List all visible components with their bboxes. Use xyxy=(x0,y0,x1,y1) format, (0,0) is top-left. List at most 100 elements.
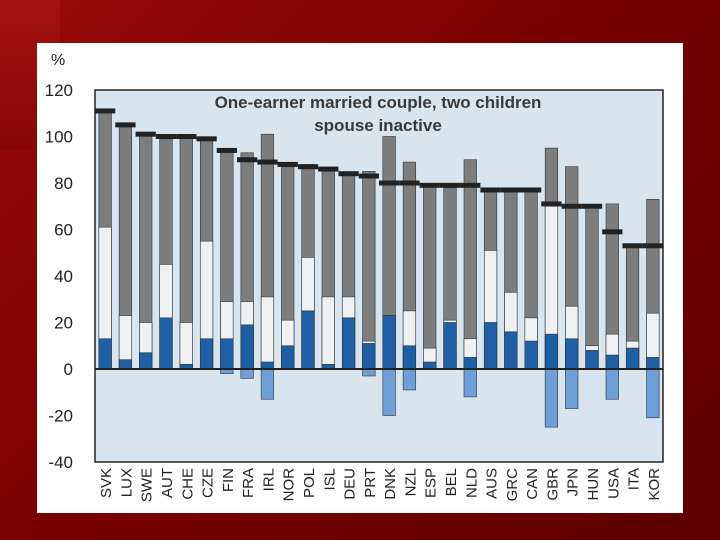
marker-ita xyxy=(622,243,643,249)
x-tick-label-aut: AUT xyxy=(159,468,176,498)
marker-prt xyxy=(358,173,379,179)
marker-cze xyxy=(196,136,217,142)
marker-nld xyxy=(460,182,481,188)
bar-blue-esp xyxy=(423,361,437,370)
y-tick-label: -40 xyxy=(48,453,73,472)
bar-below-nzl xyxy=(402,368,417,391)
marker-usa xyxy=(602,229,623,235)
bar-below-prt xyxy=(362,368,376,377)
bar-blue-deu xyxy=(341,317,356,370)
marker-che xyxy=(176,134,197,139)
bar-blue-cze xyxy=(199,338,214,370)
y-tick-label: 20 xyxy=(54,314,73,333)
bar-blue-nor xyxy=(281,345,295,370)
chart-title-line-1: One-earner married couple, two children xyxy=(215,93,542,112)
bar-blue-fin xyxy=(220,338,234,370)
marker-fra xyxy=(237,157,258,163)
bar-blue-jpn xyxy=(565,338,579,370)
bar-blue-usa xyxy=(605,354,619,370)
bar-blue-fra xyxy=(240,324,254,370)
bar-blue-gbr xyxy=(544,333,559,370)
bar-blue-prt xyxy=(362,343,376,370)
marker-svk xyxy=(95,108,116,114)
y-tick-label: 0 xyxy=(64,360,73,379)
y-tick-labels: 120 100 80 60 40 20 0 -20 -40 xyxy=(45,81,73,472)
bar-below-nld xyxy=(463,368,477,398)
marker-nzl xyxy=(399,180,420,186)
bar-blue-grc xyxy=(504,331,518,370)
x-tick-label-dnk: DNK xyxy=(382,468,399,500)
marker-hun xyxy=(581,203,603,209)
bar-below-gbr xyxy=(544,368,559,428)
x-tick-label-bel: BEL xyxy=(443,468,460,496)
marker-isl xyxy=(318,166,339,172)
x-tick-label-gbr: GBR xyxy=(544,468,561,501)
bar-dark-esp xyxy=(423,185,437,370)
bar-below-jpn xyxy=(565,368,579,409)
bar-blue-irl xyxy=(260,361,275,370)
bar-blue-dnk xyxy=(382,315,396,370)
marker-deu xyxy=(338,171,359,177)
y-tick-label: -20 xyxy=(48,407,73,426)
x-tick-label-che: CHE xyxy=(179,468,196,500)
x-tick-label-kor: KOR xyxy=(646,468,663,501)
bar-below-irl xyxy=(260,368,275,400)
bar-blue-hun xyxy=(585,350,599,370)
marker-dnk xyxy=(379,180,400,186)
bar-dark-nld xyxy=(463,159,477,370)
x-tick-label-usa: USA xyxy=(605,468,622,499)
bar-blue-aut xyxy=(159,317,173,370)
y-tick-label: 100 xyxy=(45,128,73,147)
marker-kor xyxy=(642,243,663,249)
y-tick-label: 80 xyxy=(54,174,73,193)
bar-blue-nld xyxy=(463,357,477,370)
bar-dark-hun xyxy=(585,205,599,370)
bar-light-isl xyxy=(321,296,335,370)
marker-irl xyxy=(257,159,278,165)
x-tick-label-lux: LUX xyxy=(118,468,135,497)
x-tick-label-fin: FIN xyxy=(220,468,237,492)
marker-grc xyxy=(500,187,521,193)
y-tick-label: 60 xyxy=(54,221,73,240)
marker-aus xyxy=(480,187,501,193)
x-tick-label-deu: DEU xyxy=(342,468,359,500)
chart-panel: % 120 100 80 60 40 20 0 -20 -40 SVK LUX SWE AUT CHE C… xyxy=(37,43,683,513)
x-tick-label-grc: GRC xyxy=(504,468,521,502)
marker-gbr xyxy=(541,201,562,207)
marker-pol xyxy=(297,164,319,170)
x-tick-label-irl: IRL xyxy=(260,468,277,491)
x-tick-label-ita: ITA xyxy=(626,468,643,490)
bar-blue-aus xyxy=(483,322,498,370)
bar-blue-ita xyxy=(625,347,640,370)
bar-below-kor xyxy=(646,368,660,419)
x-tick-label-nor: NOR xyxy=(281,468,298,502)
bar-light-irl xyxy=(260,296,275,370)
marker-nor xyxy=(277,161,298,167)
y-tick-label: 120 xyxy=(45,81,73,100)
marker-esp xyxy=(419,182,440,188)
bar-dark-prt xyxy=(362,171,376,370)
marker-aut xyxy=(155,134,177,139)
y-tick-label: 40 xyxy=(54,267,73,286)
x-tick-label-swe: SWE xyxy=(139,468,156,502)
bar-blue-svk xyxy=(98,338,112,370)
bar-light-che xyxy=(179,322,193,370)
x-tick-label-nzl: NZL xyxy=(402,468,419,496)
x-tick-label-prt: PRT xyxy=(362,468,379,498)
x-tick-label-esp: ESP xyxy=(423,468,440,498)
marker-can xyxy=(521,187,542,193)
y-axis-label: % xyxy=(51,52,65,69)
x-tick-label-isl: ISL xyxy=(321,468,338,491)
markers-group xyxy=(95,108,663,249)
x-tick-label-cze: CZE xyxy=(200,468,217,498)
x-tick-label-hun: HUN xyxy=(585,468,602,501)
bar-blue-nzl xyxy=(402,345,417,370)
marker-jpn xyxy=(561,203,582,209)
bar-blue-lux xyxy=(118,359,133,370)
x-tick-label-pol: POL xyxy=(301,468,318,498)
bar-below-usa xyxy=(605,368,619,400)
bar-blue-pol xyxy=(301,310,315,370)
bar-blue-swe xyxy=(139,352,153,370)
marker-swe xyxy=(135,131,156,137)
